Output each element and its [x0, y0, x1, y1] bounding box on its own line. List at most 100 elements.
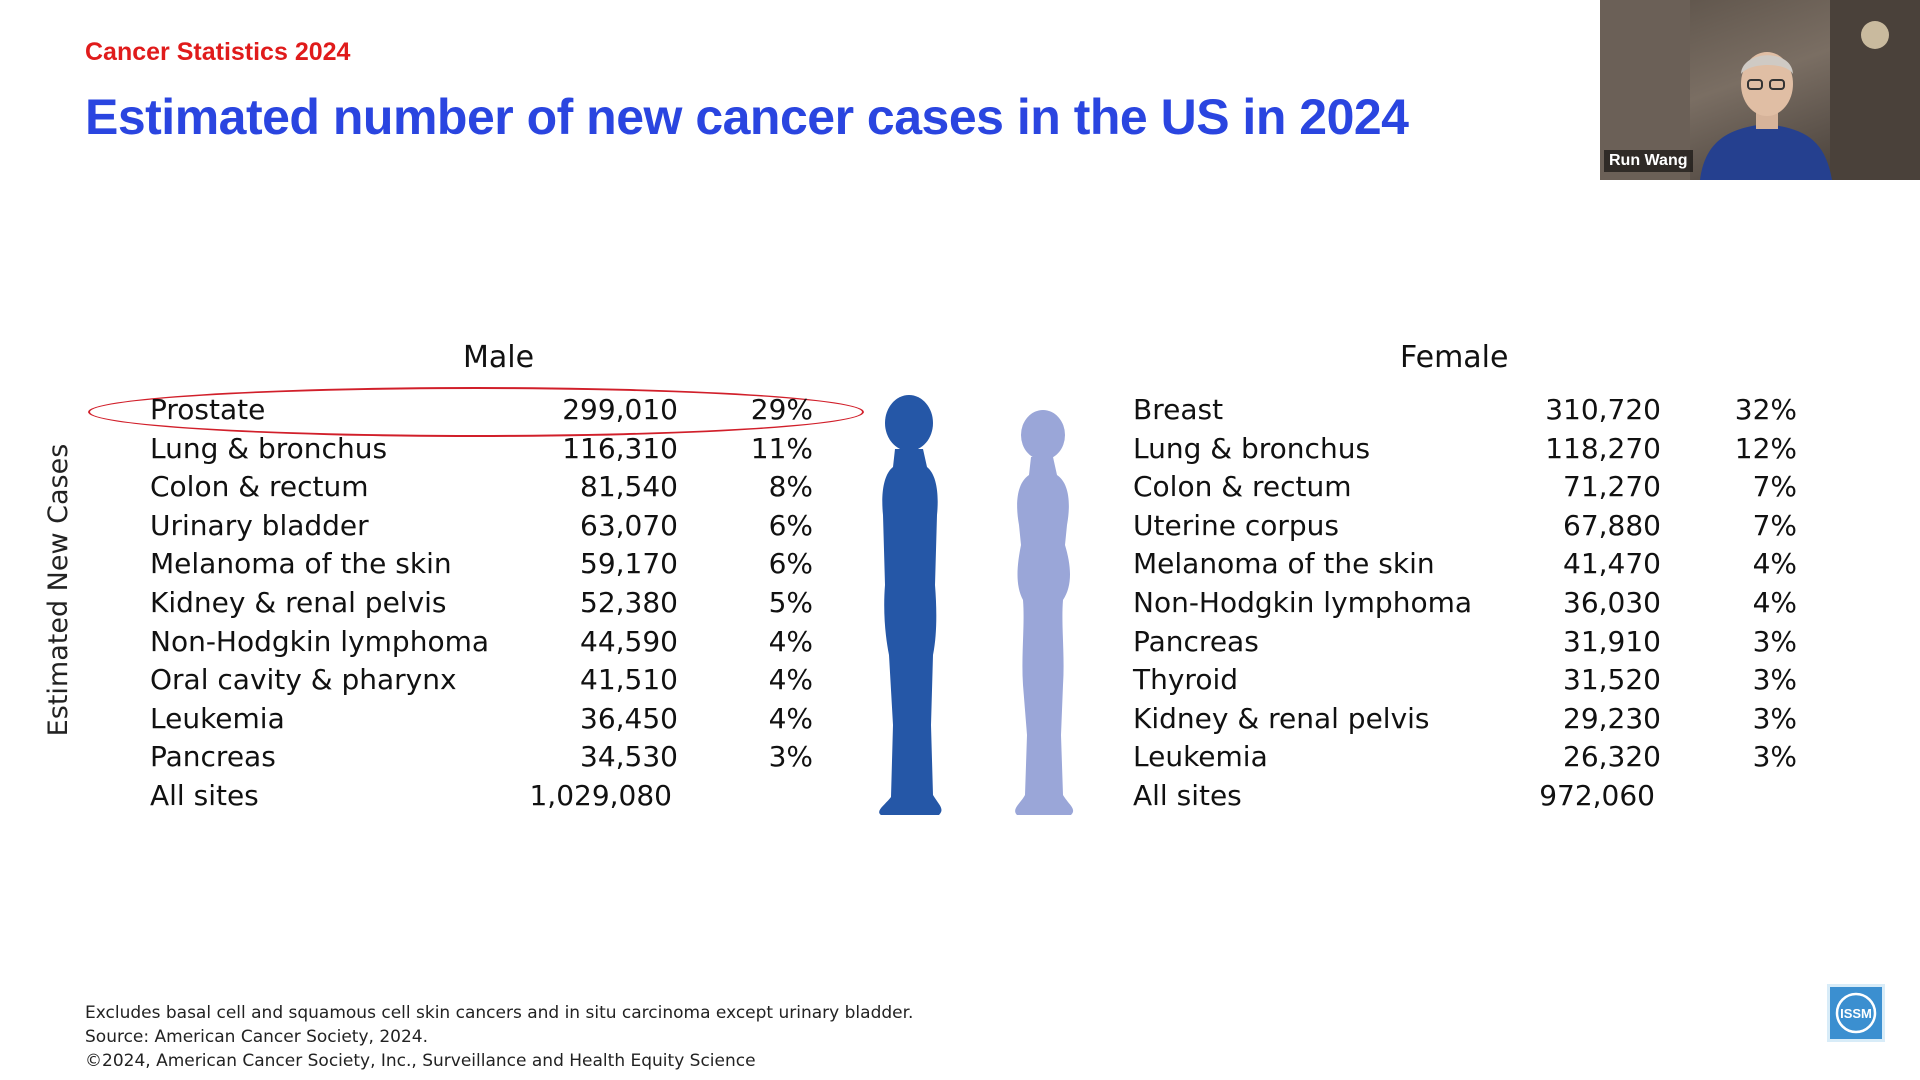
male-silhouette-icon: [879, 395, 942, 815]
site-name: Pancreas: [150, 740, 276, 774]
site-name: Non-Hodgkin lymphoma: [150, 624, 490, 658]
participant-name-label: Run Wang: [1604, 150, 1693, 172]
case-count: 118,270: [1545, 431, 1661, 465]
table-row: Colon & rectum 71,270 7%: [1133, 468, 1813, 507]
logo-text: ISSM: [1840, 1006, 1872, 1021]
slide-title: Estimated number of new cancer cases in …: [85, 89, 1409, 145]
site-name: Urinary bladder: [150, 508, 369, 542]
site-name: Thyroid: [1133, 663, 1238, 697]
table-total-row: All sites 972,060: [1133, 777, 1813, 816]
table-row: Non-Hodgkin lymphoma 44,590 4%: [150, 623, 830, 662]
y-axis-label: Estimated New Cases: [43, 443, 74, 737]
case-count: 44,590: [580, 624, 678, 658]
case-percent: 29%: [750, 393, 813, 426]
case-count: 310,720: [1545, 393, 1661, 426]
table-row: Kidney & renal pelvis 52,380 5%: [150, 584, 830, 623]
site-name: Colon & rectum: [150, 470, 369, 504]
case-percent: 8%: [768, 470, 813, 504]
table-row: Lung & bronchus 116,310 11%: [150, 430, 830, 469]
site-name: Leukemia: [150, 701, 285, 735]
case-count: 26,320: [1563, 740, 1661, 774]
case-percent: 3%: [1752, 740, 1797, 774]
case-count: 52,380: [580, 585, 678, 619]
case-percent: 4%: [768, 701, 813, 735]
site-name: All sites: [150, 778, 259, 812]
case-count: 36,030: [1563, 585, 1661, 619]
issm-logo-icon: ISSM: [1835, 992, 1877, 1034]
footnotes: Excludes basal cell and squamous cell sk…: [85, 1001, 913, 1073]
case-percent: 3%: [1752, 663, 1797, 697]
case-percent: 6%: [768, 508, 813, 542]
case-percent: 7%: [1752, 470, 1797, 504]
case-count: 67,880: [1563, 508, 1661, 542]
table-row: Breast 310,720 32%: [1133, 391, 1813, 430]
female-table: Breast 310,720 32% Lung & bronchus 118,2…: [1133, 391, 1813, 816]
case-percent: 4%: [1752, 585, 1797, 619]
slide-eyebrow: Cancer Statistics 2024: [85, 38, 351, 66]
case-percent: 4%: [768, 663, 813, 697]
body-silhouettes: [879, 395, 1074, 815]
case-percent: 3%: [768, 740, 813, 774]
site-name: Breast: [1133, 393, 1224, 426]
male-table: Prostate 299,010 29% Lung & bronchus 116…: [150, 391, 830, 816]
male-heading: Male: [463, 340, 535, 375]
site-name: Oral cavity & pharynx: [150, 663, 457, 697]
table-row: Oral cavity & pharynx 41,510 4%: [150, 661, 830, 700]
case-count: 972,060: [1539, 778, 1655, 812]
case-count: 31,910: [1563, 624, 1661, 658]
site-name: Melanoma of the skin: [150, 547, 452, 581]
case-count: 63,070: [580, 508, 678, 542]
site-name: Melanoma of the skin: [1133, 547, 1435, 581]
table-row: Urinary bladder 63,070 6%: [150, 507, 830, 546]
footnote-source: Source: American Cancer Society, 2024.: [85, 1027, 429, 1047]
case-count: 41,470: [1563, 547, 1661, 581]
case-percent: 4%: [1752, 547, 1797, 581]
case-count: 116,310: [562, 431, 678, 465]
case-percent: 32%: [1734, 393, 1797, 426]
table-row: Pancreas 34,530 3%: [150, 738, 830, 777]
table-row: Melanoma of the skin 59,170 6%: [150, 545, 830, 584]
table-row: Colon & rectum 81,540 8%: [150, 468, 830, 507]
case-percent: 12%: [1734, 431, 1797, 465]
case-count: 34,530: [580, 740, 678, 774]
female-silhouette-icon: [1015, 410, 1074, 815]
webcam-video-tile[interactable]: Run Wang: [1600, 0, 1920, 180]
table-total-row: All sites 1,029,080: [150, 777, 830, 816]
site-name: Kidney & renal pelvis: [1133, 701, 1430, 735]
site-name: Uterine corpus: [1133, 508, 1340, 542]
table-row: Uterine corpus 67,880 7%: [1133, 507, 1813, 546]
table-row: Prostate 299,010 29%: [150, 391, 830, 430]
prostate-highlight-ellipse: [88, 387, 864, 437]
case-count: 1,029,080: [529, 778, 672, 812]
case-count: 29,230: [1563, 701, 1661, 735]
site-name: All sites: [1133, 778, 1242, 812]
issm-logo: ISSM: [1827, 984, 1885, 1042]
site-name: Lung & bronchus: [150, 431, 388, 465]
footnote-copyright: ©2024, American Cancer Society, Inc., Su…: [85, 1051, 756, 1071]
table-row: Kidney & renal pelvis 29,230 3%: [1133, 700, 1813, 739]
case-percent: 6%: [768, 547, 813, 581]
case-count: 41,510: [580, 663, 678, 697]
case-percent: 11%: [750, 431, 813, 465]
table-row: Leukemia 36,450 4%: [150, 700, 830, 739]
case-percent: 3%: [1752, 624, 1797, 658]
site-name: Colon & rectum: [1133, 470, 1352, 504]
site-name: Lung & bronchus: [1133, 431, 1371, 465]
case-count: 299,010: [562, 393, 678, 426]
site-name: Non-Hodgkin lymphoma: [1133, 585, 1473, 619]
table-row: Leukemia 26,320 3%: [1133, 738, 1813, 777]
case-percent: 3%: [1752, 701, 1797, 735]
case-percent: 4%: [768, 624, 813, 658]
case-count: 59,170: [580, 547, 678, 581]
female-heading: Female: [1400, 340, 1509, 375]
site-name: Pancreas: [1133, 624, 1259, 658]
table-row: Melanoma of the skin 41,470 4%: [1133, 545, 1813, 584]
table-row: Lung & bronchus 118,270 12%: [1133, 430, 1813, 469]
case-percent: 7%: [1752, 508, 1797, 542]
case-percent: 5%: [768, 585, 813, 619]
site-name: Leukemia: [1133, 740, 1268, 774]
site-name: Prostate: [150, 393, 266, 426]
case-count: 71,270: [1563, 470, 1661, 504]
case-count: 36,450: [580, 701, 678, 735]
table-row: Non-Hodgkin lymphoma 36,030 4%: [1133, 584, 1813, 623]
